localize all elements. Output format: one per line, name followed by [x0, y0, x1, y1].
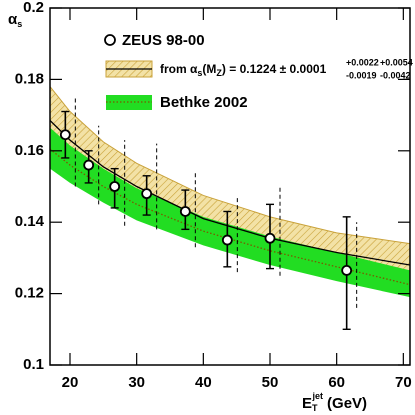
- y-tick-label: 0.16: [15, 142, 44, 159]
- data-point: [59, 129, 71, 141]
- legend: ZEUS 98-00 from αs(MZ) = 0.1224 ± 0.0001…: [104, 32, 413, 111]
- data-point: [109, 181, 121, 192]
- band: [50, 127, 410, 298]
- legend-band: [106, 95, 152, 110]
- legend-label: Bethke 2002: [160, 94, 248, 111]
- legend-label: from αs(MZ) = 0.1224 ± 0.0001: [160, 62, 327, 78]
- legend-label: ZEUS 98-00: [122, 32, 205, 49]
- y-tick-label: 0.2: [23, 0, 44, 16]
- legend-marker: [104, 34, 116, 46]
- y-tick-label: 0.12: [15, 285, 44, 302]
- curve: [50, 119, 410, 266]
- x-tick-label: 30: [128, 374, 145, 391]
- x-tick-label: 70: [395, 374, 412, 391]
- data-point: [141, 188, 153, 200]
- x-tick-label: 20: [62, 374, 79, 391]
- y-tick-label: 0.14: [15, 213, 45, 230]
- x-tick-label: 60: [328, 374, 345, 391]
- legend-error: -0.0042: [380, 70, 411, 80]
- x-tick-label: 40: [195, 374, 212, 391]
- x-label: ETjet (GeV): [302, 391, 367, 413]
- legend-error: -0.0019: [346, 70, 377, 80]
- y-label: αs: [8, 11, 22, 29]
- data-point: [264, 232, 276, 244]
- data-point: [83, 159, 95, 171]
- legend-error: +0.0054: [380, 57, 413, 67]
- data-point: [341, 264, 353, 276]
- data-point: [179, 206, 191, 217]
- x-tick-label: 50: [262, 374, 279, 391]
- legend-error: +0.0022: [346, 57, 379, 67]
- y-tick-label: 0.18: [15, 70, 44, 87]
- y-tick-label: 0.1: [23, 356, 44, 373]
- data-point: [221, 234, 233, 246]
- frame: [49, 7, 411, 366]
